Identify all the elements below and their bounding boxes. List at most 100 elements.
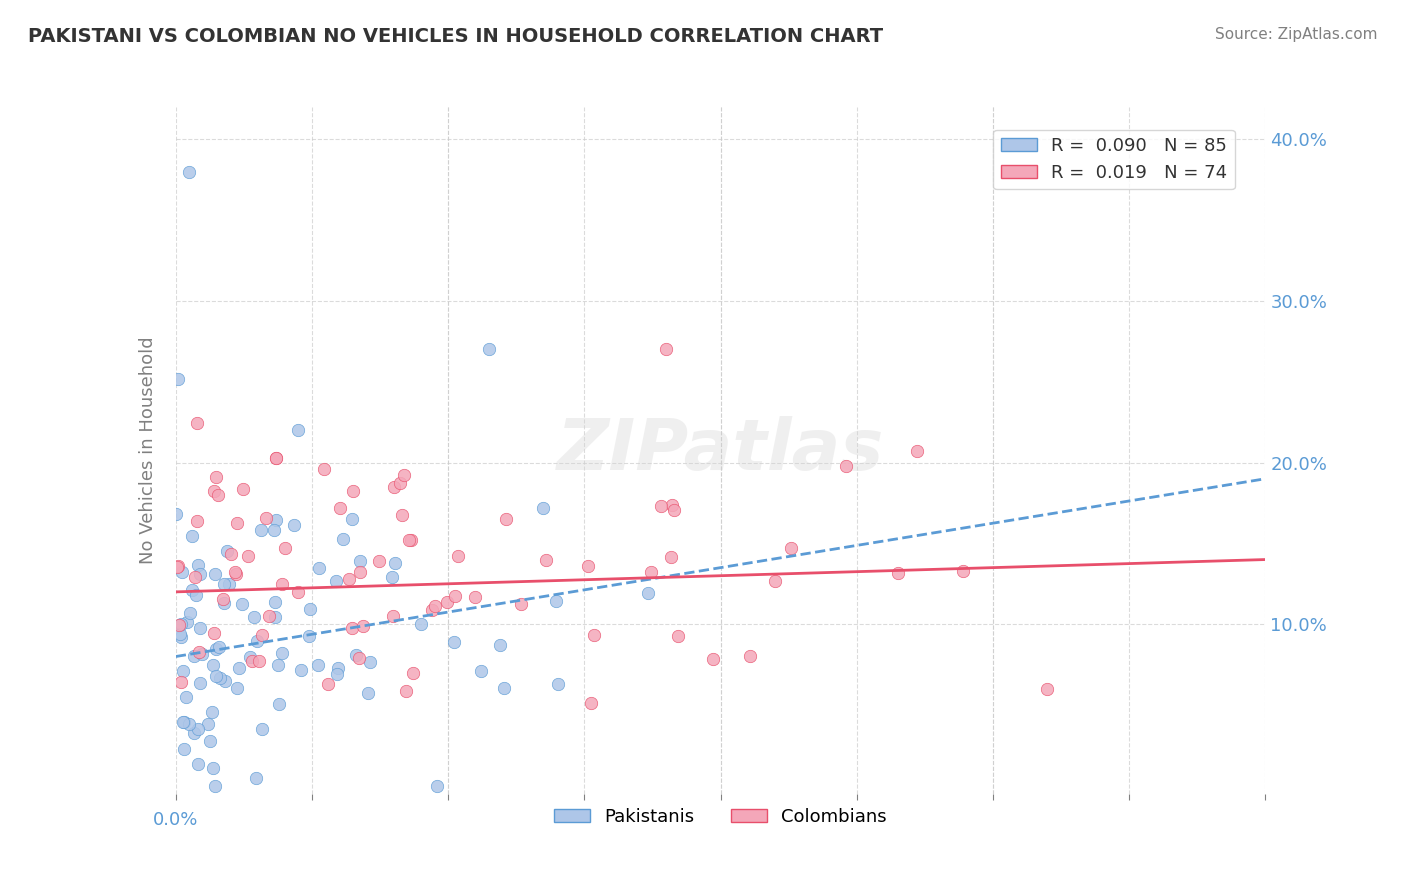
Point [240,654,263,668]
Point [509,597,531,611]
Point [470,664,492,678]
Point [167,617,190,632]
Point [208,671,231,685]
Point [205,641,228,656]
Point [245,771,267,785]
Point [263,523,285,537]
Point [219,547,242,561]
Point [183,648,205,663]
Point [212,591,235,606]
Point [207,640,229,655]
Point [399,533,422,547]
Point [298,629,321,643]
Point [779,541,801,556]
Point [659,550,682,565]
Point [181,582,204,597]
Point [183,726,205,740]
Point [187,723,209,737]
Point [579,696,602,710]
Point [202,761,225,775]
Point [264,595,287,609]
Point [308,561,330,575]
Point [332,533,354,547]
Point [181,529,204,543]
Point [640,566,662,580]
Point [218,576,240,591]
Point [381,570,404,584]
Point [207,488,229,502]
Point [342,512,364,526]
Point [204,567,226,582]
Point [225,516,247,531]
Point [188,621,211,635]
Point [224,565,246,579]
Point [420,603,443,617]
Point [952,564,974,578]
Point [478,343,501,357]
Point [259,608,281,623]
Text: ZIPatlas: ZIPatlas [557,416,884,485]
Point [188,645,211,659]
Point [349,566,371,580]
Point [174,690,197,704]
Point [264,450,287,465]
Point [231,597,253,611]
Point [411,617,433,632]
Point [172,565,194,579]
Point [326,666,349,681]
Point [266,450,288,465]
Point [179,164,201,178]
Point [905,443,928,458]
Point [312,462,335,476]
Point [352,619,374,633]
Point [398,533,420,548]
Point [349,553,371,567]
Text: 0.0%: 0.0% [153,811,198,829]
Point [176,615,198,630]
Point [447,549,470,563]
Text: PAKISTANI VS COLOMBIAN NO VEHICLES IN HOUSEHOLD CORRELATION CHART: PAKISTANI VS COLOMBIAN NO VEHICLES IN HO… [28,27,883,45]
Point [186,416,208,430]
Point [337,572,360,586]
Point [307,658,329,673]
Point [488,638,510,652]
Point [329,500,352,515]
Point [290,663,312,677]
Point [426,779,449,793]
Point [546,594,568,608]
Point [887,566,910,581]
Point [650,499,672,513]
Point [179,607,201,621]
Point [202,625,225,640]
Point [215,543,238,558]
Point [325,574,347,589]
Point [655,343,678,357]
Point [382,609,405,624]
Point [637,586,659,600]
Point [212,596,235,610]
Point [547,676,569,690]
Point [328,661,350,675]
Point [190,647,212,661]
Point [347,651,370,665]
Point [384,556,406,570]
Legend: Pakistanis, Colombians: Pakistanis, Colombians [547,800,894,833]
Point [188,567,211,582]
Point [359,655,381,669]
Point [425,599,447,613]
Point [664,503,686,517]
Point [184,588,207,602]
Point [283,518,305,533]
Point [204,779,226,793]
Point [170,674,193,689]
Point [170,630,193,644]
Point [835,458,858,473]
Point [582,627,605,641]
Point [173,714,195,729]
Point [287,585,309,599]
Point [492,681,515,695]
Point [464,590,486,604]
Point [443,634,465,648]
Y-axis label: No Vehicles in Household: No Vehicles in Household [139,336,157,565]
Point [197,717,219,731]
